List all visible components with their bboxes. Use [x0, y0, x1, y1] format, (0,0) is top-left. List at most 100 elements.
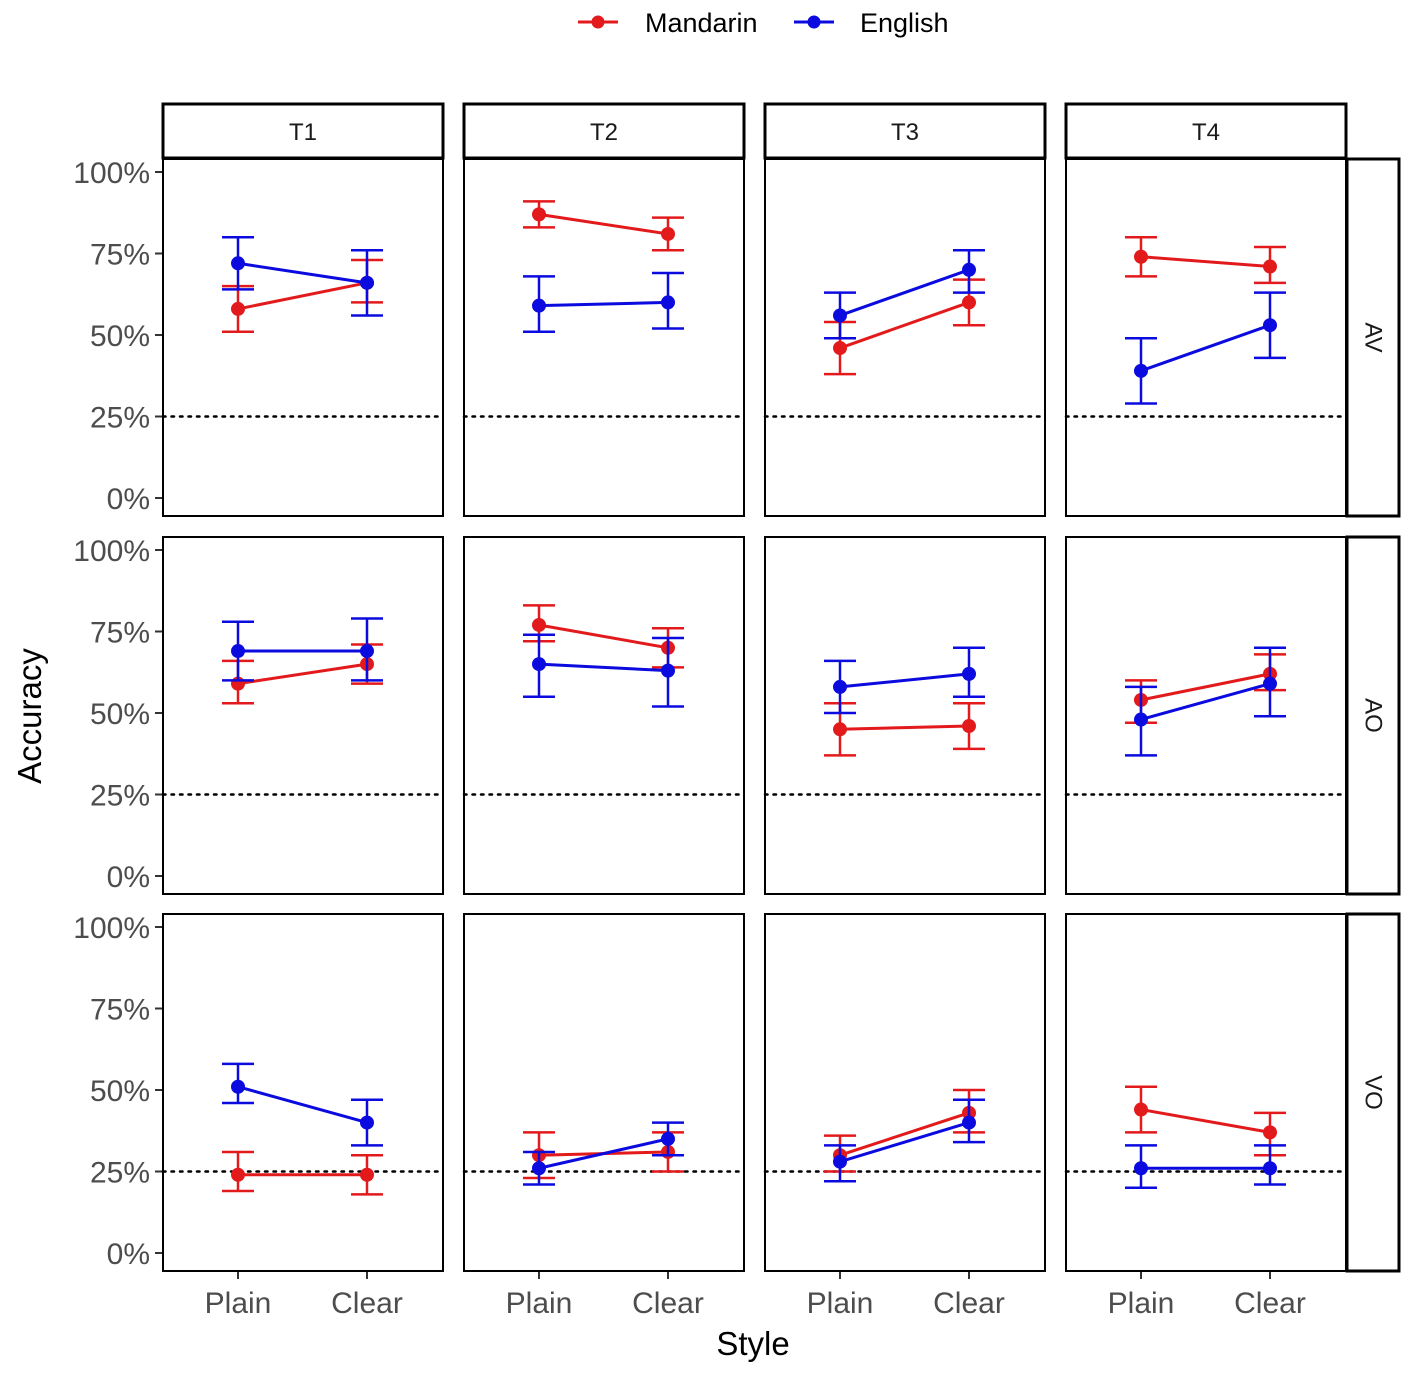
series-line-english	[839, 1121, 970, 1164]
series-line-mandarin	[1140, 672, 1271, 702]
panel-border	[1065, 536, 1347, 895]
legend-label-english: English	[860, 8, 949, 38]
x-tick-label: Plain	[1108, 1287, 1175, 1320]
data-point-english-clear	[962, 666, 976, 681]
y-tick-label: 25%	[90, 402, 150, 435]
strip-col-t3	[763, 102, 1047, 160]
x-tick-label: Plain	[807, 1287, 874, 1320]
data-point-mandarin-plain	[532, 207, 546, 222]
y-tick-label: 100%	[73, 912, 150, 945]
data-point-mandarin-clear	[661, 226, 675, 241]
data-point-english-clear	[1263, 1161, 1277, 1176]
data-point-english-plain	[1134, 712, 1148, 727]
panel-ao-t1	[161, 536, 445, 895]
legend-label-mandarin: Mandarin	[645, 8, 758, 38]
data-point-mandarin-clear	[962, 295, 976, 310]
panel-border	[1065, 913, 1347, 1272]
strip-label-t3: T3	[891, 119, 919, 146]
data-point-english-clear	[962, 1115, 976, 1130]
strip-label-t4: T4	[1192, 119, 1220, 146]
data-point-mandarin-clear	[1263, 259, 1277, 274]
data-point-mandarin-clear	[1263, 1125, 1277, 1140]
series-line-mandarin	[237, 662, 368, 686]
strip-col-t1	[161, 102, 445, 160]
panel-border	[764, 158, 1046, 517]
panel-border	[463, 158, 745, 517]
panel-border	[463, 913, 745, 1272]
panel-border	[1065, 158, 1347, 517]
series-line-mandarin	[839, 724, 970, 731]
data-point-english-plain	[833, 308, 847, 323]
data-point-mandarin-plain	[532, 617, 546, 632]
data-point-english-clear	[360, 1115, 374, 1130]
series-line-english	[237, 1085, 368, 1125]
series-line-mandarin	[538, 212, 669, 236]
series-line-english	[839, 672, 970, 689]
y-tick-label: 0%	[107, 861, 150, 894]
panel-ao-t2	[462, 536, 746, 895]
legend-point-mandarin	[591, 15, 605, 29]
data-point-english-clear	[360, 275, 374, 290]
data-point-mandarin-clear	[962, 719, 976, 734]
data-point-english-plain	[1134, 1161, 1148, 1176]
panel-vo-t2	[462, 913, 746, 1272]
y-tick-label: 0%	[107, 1238, 150, 1271]
strip-col-t4	[1064, 102, 1348, 160]
data-point-english-plain	[532, 1161, 546, 1176]
panel-border	[764, 536, 1046, 895]
x-tick-label: Plain	[506, 1287, 573, 1320]
strip-label-vo: VO	[1360, 1075, 1387, 1110]
y-tick-label: 75%	[90, 617, 150, 650]
series-line-english	[538, 1137, 669, 1170]
strip-label-t1: T1	[289, 119, 317, 146]
strip-label-t2: T2	[590, 119, 618, 146]
panel-border	[463, 536, 745, 895]
strip-label-ao: AO	[1360, 698, 1387, 733]
series-line-mandarin	[237, 281, 368, 311]
data-point-english-clear	[661, 1131, 675, 1146]
series-line-english	[839, 268, 970, 317]
panel-border	[162, 158, 444, 517]
data-point-mandarin-plain	[833, 722, 847, 737]
x-tick-label: Plain	[205, 1287, 272, 1320]
x-tick-label: Clear	[1234, 1287, 1306, 1320]
y-tick-label: 100%	[73, 157, 150, 190]
data-point-english-clear	[1263, 676, 1277, 691]
data-point-mandarin-plain	[833, 341, 847, 356]
y-tick-label: 25%	[90, 1157, 150, 1190]
data-point-english-clear	[661, 663, 675, 678]
panel-vo-t4	[1064, 913, 1348, 1272]
series-line-english	[538, 300, 669, 308]
strip-col-t2	[462, 102, 746, 160]
y-tick-label: 100%	[73, 535, 150, 568]
series-line-mandarin	[839, 300, 970, 350]
data-point-mandarin-clear	[360, 1167, 374, 1182]
y-tick-label: 25%	[90, 780, 150, 813]
x-tick-label: Clear	[632, 1287, 704, 1320]
y-tick-label: 0%	[107, 483, 150, 516]
panel-grid: T1 T2 T3 T4 AV AO VO 0% 25% 50% 75% 100% 0% 25% 50% 75%…	[73, 102, 1401, 1320]
data-point-english-plain	[833, 679, 847, 694]
y-tick-label: 50%	[90, 1075, 150, 1108]
panel-av-t4	[1064, 158, 1348, 517]
strip-row-av	[1345, 157, 1401, 518]
panel-vo-t3	[763, 913, 1047, 1272]
panel-ao-t4	[1064, 536, 1348, 895]
y-tick-label: 50%	[90, 320, 150, 353]
y-axis-title: Accuracy	[11, 648, 48, 784]
series-line-mandarin	[1140, 255, 1271, 269]
panel-av-t2	[462, 158, 746, 517]
data-point-english-plain	[231, 644, 245, 659]
panel-vo-t1	[161, 913, 445, 1272]
series-line-english	[1140, 682, 1271, 721]
panel-av-t1	[161, 158, 445, 517]
data-point-mandarin-plain	[1134, 1102, 1148, 1117]
panel-border	[162, 913, 444, 1272]
data-point-english-plain	[532, 657, 546, 672]
series-line-mandarin	[1140, 1108, 1271, 1134]
series-line-mandarin	[538, 623, 669, 650]
y-tick-label: 75%	[90, 994, 150, 1027]
strip-row-vo	[1345, 912, 1401, 1273]
series-line-english	[538, 662, 669, 673]
